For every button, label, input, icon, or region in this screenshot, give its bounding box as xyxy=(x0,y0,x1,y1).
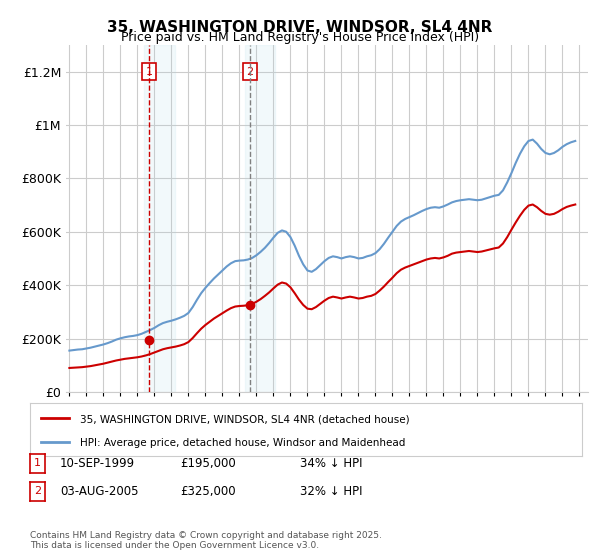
Text: 32% ↓ HPI: 32% ↓ HPI xyxy=(300,484,362,498)
Text: 35, WASHINGTON DRIVE, WINDSOR, SL4 4NR: 35, WASHINGTON DRIVE, WINDSOR, SL4 4NR xyxy=(107,20,493,35)
Text: 35, WASHINGTON DRIVE, WINDSOR, SL4 4NR (detached house): 35, WASHINGTON DRIVE, WINDSOR, SL4 4NR (… xyxy=(80,414,409,424)
Text: £325,000: £325,000 xyxy=(180,484,236,498)
Text: 10-SEP-1999: 10-SEP-1999 xyxy=(60,456,135,470)
Text: 03-AUG-2005: 03-AUG-2005 xyxy=(60,484,139,498)
Text: HPI: Average price, detached house, Windsor and Maidenhead: HPI: Average price, detached house, Wind… xyxy=(80,437,405,447)
Bar xyxy=(144,45,175,392)
Text: 2: 2 xyxy=(246,67,253,77)
Text: 2: 2 xyxy=(34,487,41,496)
Text: 1: 1 xyxy=(146,67,153,77)
Bar xyxy=(245,45,275,392)
Text: Contains HM Land Registry data © Crown copyright and database right 2025.
This d: Contains HM Land Registry data © Crown c… xyxy=(30,530,382,550)
Text: 34% ↓ HPI: 34% ↓ HPI xyxy=(300,456,362,470)
Text: Price paid vs. HM Land Registry's House Price Index (HPI): Price paid vs. HM Land Registry's House … xyxy=(121,31,479,44)
Text: 1: 1 xyxy=(34,459,41,468)
Text: £195,000: £195,000 xyxy=(180,456,236,470)
